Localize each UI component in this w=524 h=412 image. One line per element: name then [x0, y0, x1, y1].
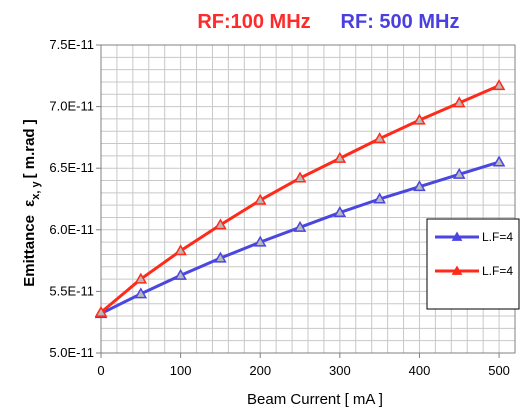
- data-point: [413, 113, 426, 125]
- x-tick-label: 400: [409, 363, 431, 378]
- y-tick-label: 5.0E-11: [49, 345, 94, 360]
- y-axis-label: Emittance εx, y [ m.rad ]: [21, 119, 42, 287]
- legend-label: L.F=4: [482, 230, 513, 244]
- data-point: [373, 132, 386, 144]
- data-point: [492, 79, 506, 91]
- data-point: [373, 192, 386, 204]
- data-point: [413, 180, 426, 192]
- data-point: [134, 287, 148, 299]
- legend-box: [426, 218, 520, 310]
- plot-frame: [100, 44, 516, 354]
- x-tick-label: 500: [488, 363, 510, 378]
- legend-swatch-marker: [451, 231, 463, 241]
- data-point: [333, 151, 347, 163]
- legend: L.F=4 L.F=4: [426, 218, 520, 310]
- data-point: [492, 155, 506, 167]
- legend-swatch-marker: [451, 265, 463, 275]
- data-point: [293, 171, 307, 183]
- data-point: [214, 251, 227, 263]
- data-point: [134, 272, 148, 284]
- data-point: [333, 206, 347, 218]
- x-tick-label: 0: [97, 363, 104, 378]
- plot-area: 0 100 200 300 400 500 5.0E-11 5.5E-11 6.0E-11 6.5…: [49, 37, 516, 378]
- y-tick-label: 6.5E-11: [49, 160, 94, 175]
- y-axis-label-main: Emittance: [21, 215, 38, 287]
- data-point: [174, 244, 187, 256]
- data-point: [452, 167, 466, 179]
- data-point: [253, 235, 267, 247]
- x-axis-label: Beam Current [ mA ]: [247, 391, 383, 408]
- y-tick-label: 5.5E-11: [49, 283, 94, 298]
- data-point: [293, 220, 307, 232]
- data-point: [452, 96, 466, 108]
- data-point: [214, 218, 227, 230]
- data-point: [94, 305, 108, 317]
- x-tick-label: 300: [329, 363, 351, 378]
- data-point: [174, 268, 187, 280]
- svg-text:Emittance εx, y[ m.rad ]: Emittance εx, y [ m.rad ]: [21, 119, 42, 287]
- y-axis-label-symbol: ε: [21, 200, 38, 207]
- y-axis-label-unit: [ m.rad ]: [21, 119, 38, 178]
- y-tick-label: 7.0E-11: [49, 99, 94, 114]
- y-axis-label-subscript: x, y: [30, 181, 42, 200]
- chart-title-rf-100: RF:100 MHz: [197, 11, 310, 33]
- x-tick-label: 100: [170, 363, 192, 378]
- y-tick-label: 7.5E-11: [49, 37, 94, 52]
- y-tick-label: 6.0E-11: [49, 222, 94, 237]
- x-tick-label: 200: [249, 363, 271, 378]
- chart-title-rf-500: RF: 500 MHz: [341, 11, 460, 33]
- data-point: [253, 193, 267, 205]
- legend-label: L.F=4: [482, 264, 513, 278]
